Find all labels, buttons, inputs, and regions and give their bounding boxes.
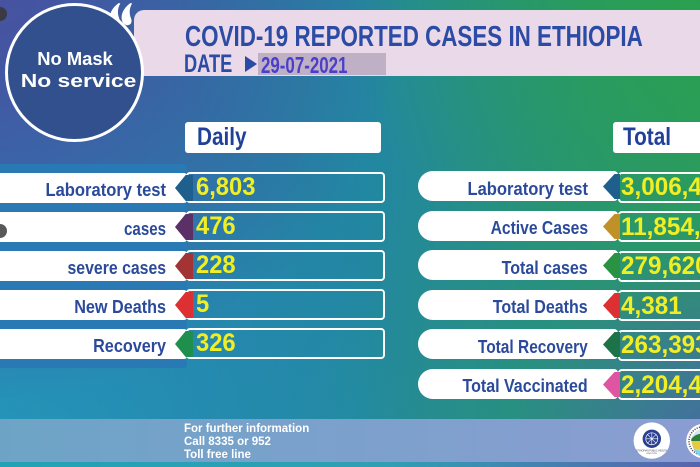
svg-text:INSTITUTE: INSTITUTE xyxy=(647,453,658,455)
svg-text:ETHIOPIAN PUBLIC HEALTH: ETHIOPIAN PUBLIC HEALTH xyxy=(636,450,667,453)
